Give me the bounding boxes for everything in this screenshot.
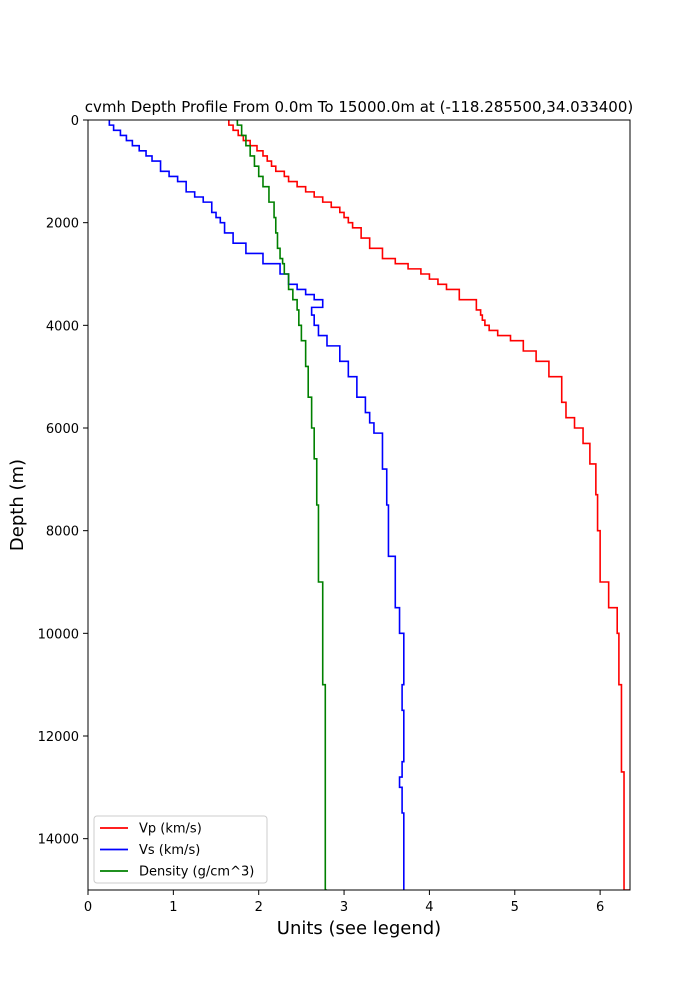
legend-box [93,815,268,884]
x-tick-label: 2 [255,900,263,915]
y-tick-label: 14000 [38,833,79,848]
series-line-vs-km-s [108,120,405,890]
y-tick-label: 4000 [46,319,79,334]
x-axis-title: Units (see legend) [277,918,441,939]
series-layer [108,120,630,890]
legend: Vp (km/s) Vs (km/s) Density (g/cm^3) [93,815,268,884]
y-tick-label: 0 [71,114,79,129]
x-tick-label: 0 [84,900,92,915]
y-axis-title: Depth (m) [7,459,28,551]
series-line-density-g-cm-3 [236,120,327,890]
y-axis-ticks: 0 2000 4000 6000 8000 10000 12000 14000 [38,114,88,848]
legend-label: Density (g/cm^3) [139,865,254,880]
y-tick-label: 12000 [38,730,79,745]
x-tick-label: 1 [169,900,177,915]
y-tick-label: 6000 [46,422,79,437]
y-tick-label: 2000 [46,217,79,232]
x-tick-label: 5 [511,900,519,915]
legend-label: Vs (km/s) [139,843,200,858]
chart-title: cvmh Depth Profile From 0.0m To 15000.0m… [85,98,634,116]
plot-background [88,120,630,890]
x-tick-label: 3 [340,900,348,915]
y-tick-label: 10000 [38,627,79,642]
x-tick-label: 6 [596,900,604,915]
plot-frame [87,119,631,891]
legend-items: Vp (km/s) Vs (km/s) Density (g/cm^3) [100,822,254,880]
series-line-vp-km-s [228,120,630,890]
x-tick-label: 4 [425,900,433,915]
x-axis-ticks: 0 1 2 3 4 5 6 [84,890,604,915]
y-tick-label: 8000 [46,525,79,540]
legend-label: Vp (km/s) [139,822,202,837]
